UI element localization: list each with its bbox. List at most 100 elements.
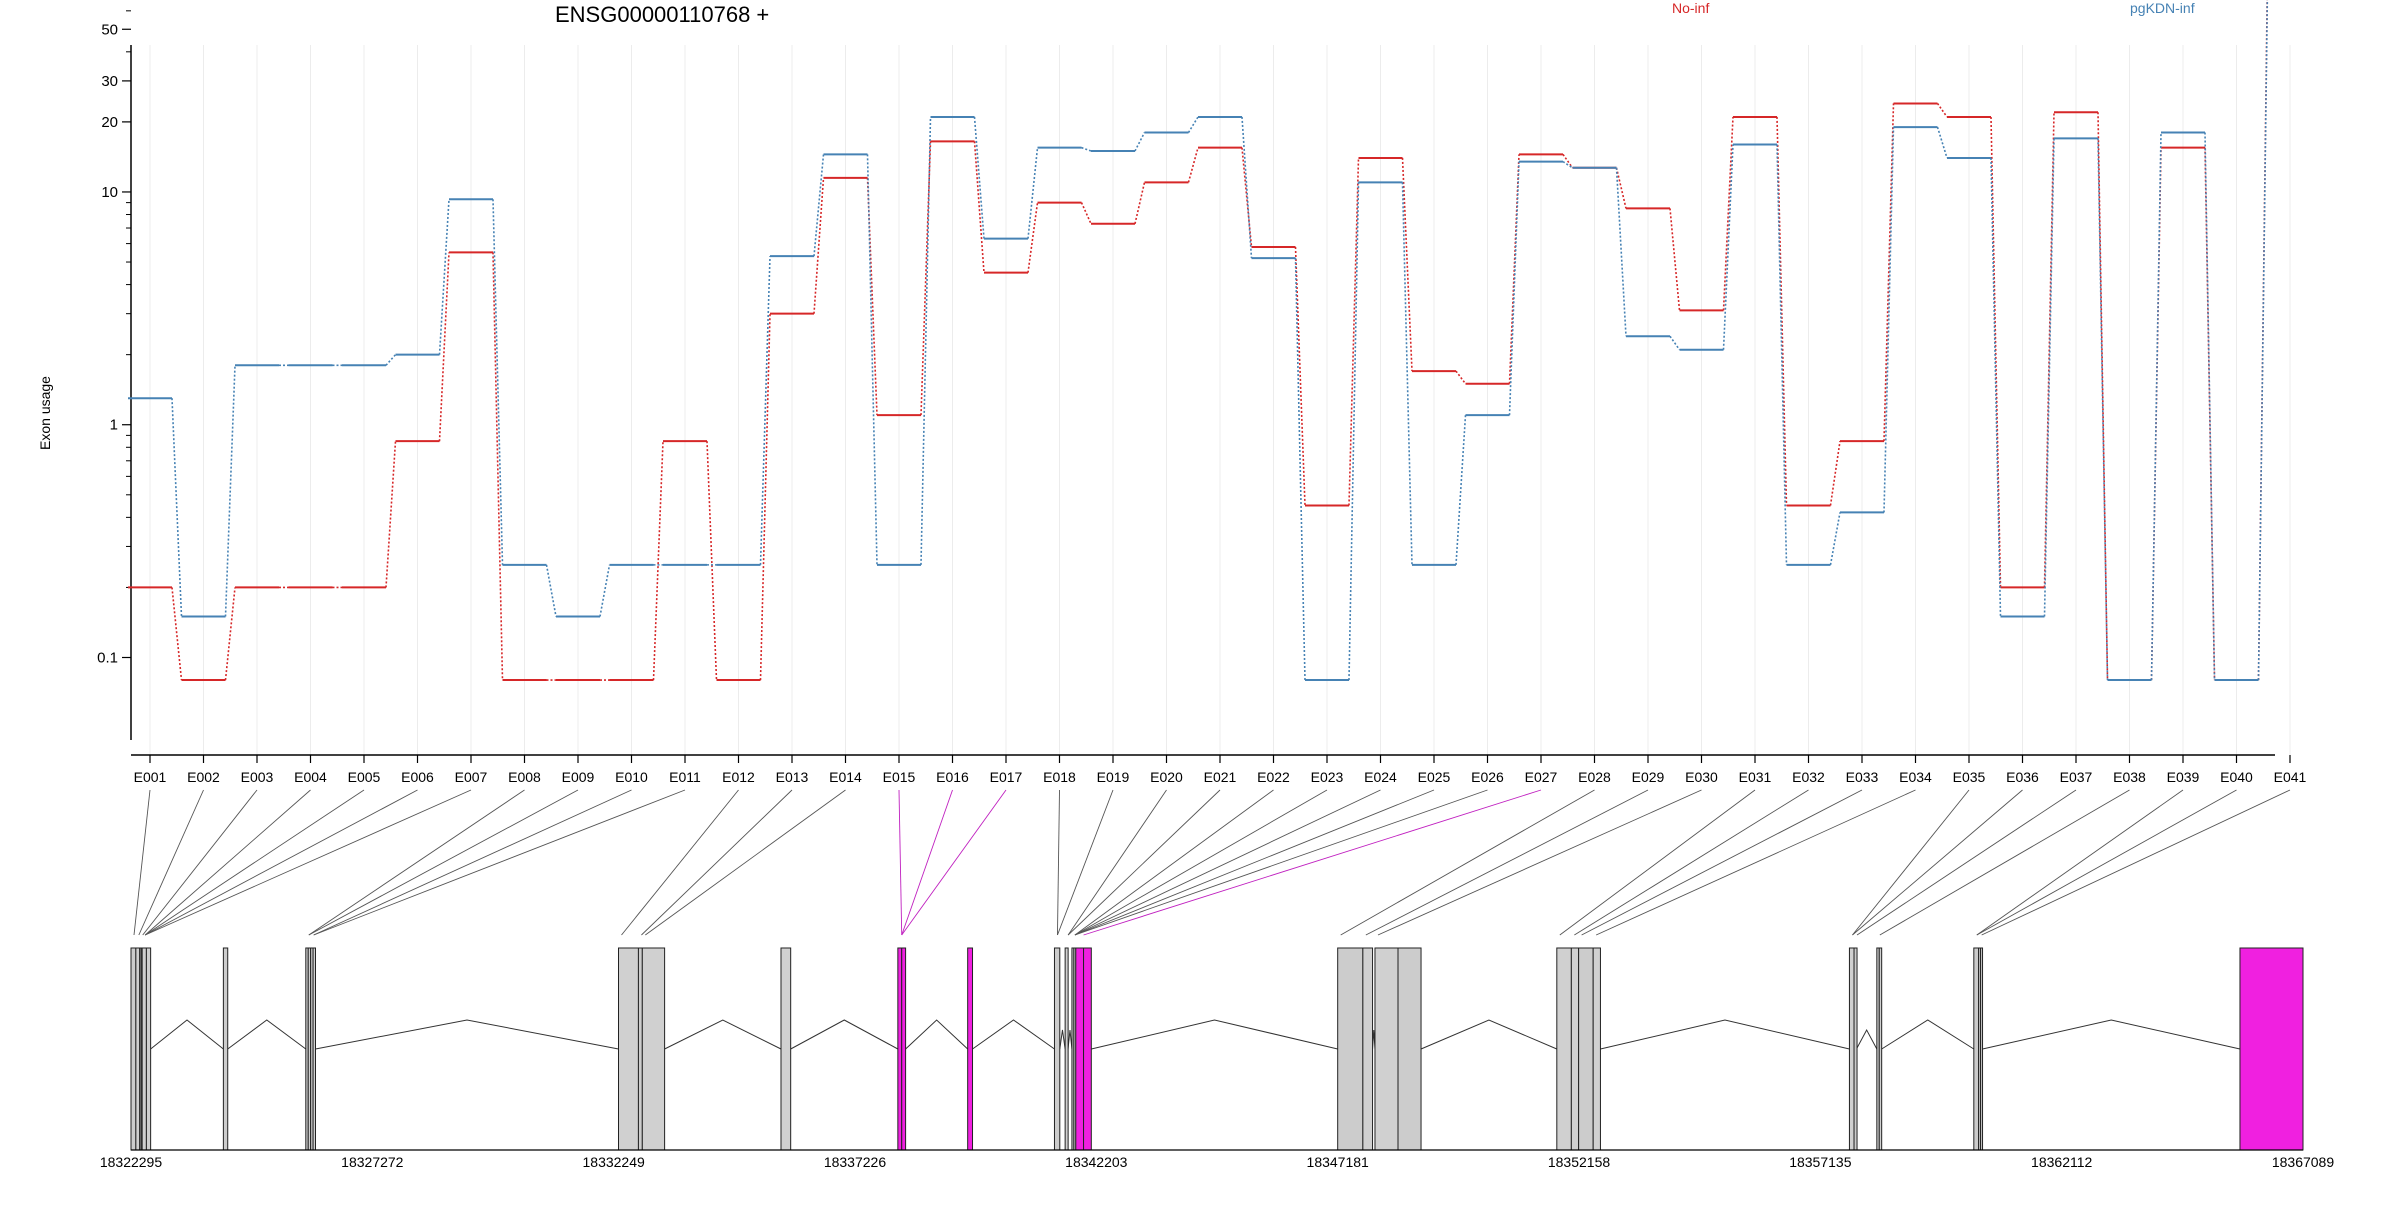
x-tick-label-e039: E039 xyxy=(2167,769,2200,785)
exon-link-line xyxy=(621,789,739,936)
y-tick-label: 50 xyxy=(101,21,118,38)
exon-link-line xyxy=(901,789,1007,936)
series-no-inf-connector xyxy=(1455,370,1467,385)
exon-link-line xyxy=(1852,789,2023,936)
exon-box xyxy=(637,947,643,1151)
series-pgkdn-inf-connector xyxy=(973,116,985,239)
x-tick-label-e003: E003 xyxy=(241,769,274,785)
exon-box xyxy=(1878,947,1883,1151)
series-pgkdn-inf-connector xyxy=(813,154,825,257)
y-axis-label: Exon usage xyxy=(36,376,53,450)
series-pgkdn-inf-connector xyxy=(759,256,771,565)
intron xyxy=(1059,1029,1066,1050)
x-tick-label-e017: E017 xyxy=(990,769,1023,785)
intron xyxy=(150,1019,224,1050)
genome-coordinate-label: 18322295 xyxy=(100,1154,163,1170)
x-tick-label-e025: E025 xyxy=(1418,769,1451,785)
exon-link-line xyxy=(308,789,579,936)
series-pgkdn-inf-connector xyxy=(492,199,504,565)
series-no-inf-connector xyxy=(1990,116,2002,588)
exon-link-line xyxy=(1365,789,1649,936)
series-no-inf-connector xyxy=(1669,208,1681,311)
series-no-inf-connector xyxy=(1294,246,1306,506)
exon-link-line xyxy=(1377,789,1702,936)
series-no-inf-connector xyxy=(973,141,985,273)
series-pgkdn-inf-connector xyxy=(438,199,450,355)
x-tick-label-e013: E013 xyxy=(776,769,809,785)
series-no-inf-connector xyxy=(1027,202,1039,273)
exon-box xyxy=(1853,947,1858,1151)
series-no-inf-connector xyxy=(2097,112,2109,681)
x-tick-label-e041: E041 xyxy=(2274,769,2307,785)
intron xyxy=(315,1019,619,1050)
exon-link-line xyxy=(1856,789,2077,936)
intron xyxy=(1982,1019,2241,1050)
y-tick-label: 1 xyxy=(110,417,118,434)
x-tick-label-e024: E024 xyxy=(1364,769,1397,785)
series-no-inf-connector xyxy=(224,587,236,681)
y-tick-label: 10 xyxy=(101,184,118,201)
highlighted-exon xyxy=(1083,947,1092,1151)
intron xyxy=(1600,1019,1850,1050)
x-tick-label-e018: E018 xyxy=(1043,769,1076,785)
series-no-inf-connector xyxy=(1134,182,1146,224)
intron xyxy=(790,1019,899,1050)
genome-coordinate-label: 18332249 xyxy=(583,1154,646,1170)
series-no-inf-connector xyxy=(2204,147,2216,681)
series-pgkdn-inf-connector xyxy=(1990,157,2002,617)
x-tick-label-e033: E033 xyxy=(1846,769,1879,785)
exon-link-line xyxy=(1083,789,1542,936)
exon-link-line xyxy=(1074,789,1435,936)
series-pgkdn-inf-connector xyxy=(545,564,557,617)
x-tick-label-e019: E019 xyxy=(1097,769,1130,785)
series-no-inf-connector xyxy=(1401,157,1413,372)
highlighted-exon xyxy=(1075,947,1085,1151)
exon-box xyxy=(1592,947,1601,1151)
series-pgkdn-inf-connector xyxy=(224,365,236,617)
exon-box xyxy=(145,947,152,1151)
exon-link-line xyxy=(1074,789,1488,936)
exon-box xyxy=(130,947,137,1151)
series-no-inf-connector xyxy=(1776,116,1788,506)
x-tick-label-e034: E034 xyxy=(1899,769,1932,785)
exon-link-line xyxy=(641,789,793,936)
x-tick-label-e005: E005 xyxy=(348,769,381,785)
exon-link-line xyxy=(645,789,846,936)
series-pgkdn-inf-connector xyxy=(1134,132,1146,152)
x-tick-label-e037: E037 xyxy=(2060,769,2093,785)
x-tick-label-e011: E011 xyxy=(669,769,701,785)
chart-title: ENSG00000110768 + xyxy=(555,2,770,27)
x-tick-label-e016: E016 xyxy=(936,769,969,785)
series-pgkdn-inf-connector xyxy=(171,398,183,617)
exon-link-line xyxy=(1595,789,1916,936)
exon-box xyxy=(1980,947,1984,1151)
exon-box xyxy=(135,947,141,1151)
series-no-inf-connector xyxy=(492,252,504,681)
x-tick-label-e040: E040 xyxy=(2220,769,2253,785)
series-pgkdn-inf-connector xyxy=(1829,512,1841,566)
series-pgkdn-inf-connector xyxy=(599,564,611,617)
exon-box xyxy=(618,947,639,1151)
exon-box xyxy=(1374,947,1399,1151)
exon-link-line xyxy=(144,789,472,936)
exon-link-line xyxy=(1976,789,2237,936)
series-pgkdn-inf-connector xyxy=(1401,182,1413,565)
series-pgkdn-inf-connector xyxy=(1562,160,1573,169)
exon-link-line xyxy=(901,789,953,936)
exon-link-line xyxy=(313,789,632,936)
series-pgkdn-inf-connector xyxy=(2150,132,2162,681)
series-pgkdn-inf-connector xyxy=(2257,0,2269,681)
x-tick-label-e022: E022 xyxy=(1257,769,1290,785)
series-no-inf-connector xyxy=(813,177,825,314)
genome-coordinate-label: 18327272 xyxy=(341,1154,404,1170)
exon-link-line xyxy=(1067,789,1167,936)
series-no-inf-connector xyxy=(652,441,664,681)
highlighted-exon xyxy=(901,947,907,1151)
exon-box xyxy=(1848,947,1855,1151)
exon-box xyxy=(1362,947,1374,1151)
y-tick-label: 0.1 xyxy=(97,650,118,667)
intron xyxy=(1091,1019,1338,1050)
series-pgkdn-inf-connector xyxy=(2204,132,2216,681)
exon-link-line xyxy=(1559,789,1756,936)
